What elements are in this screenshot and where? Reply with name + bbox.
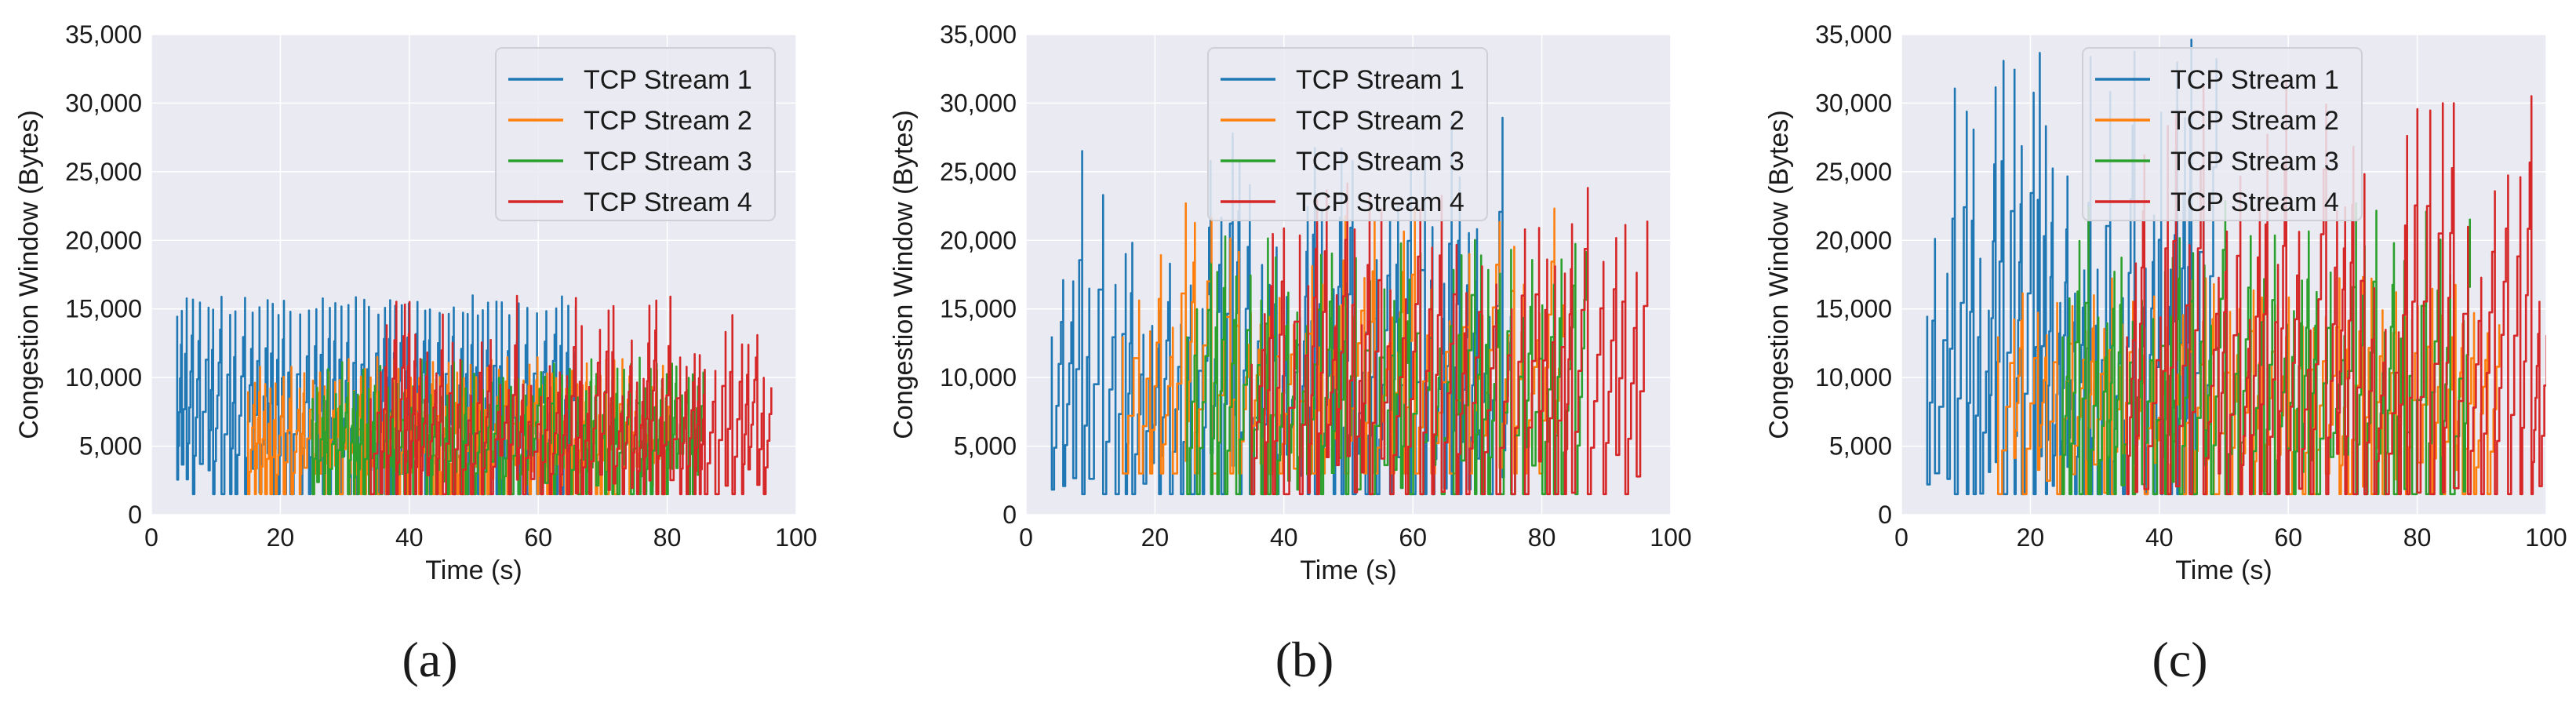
legend-label-4: TCP Stream 4 bbox=[1296, 188, 1464, 217]
y-axis-label: Congestion Window (Bytes) bbox=[1764, 110, 1794, 439]
y-tick-label: 15,000 bbox=[940, 295, 1017, 323]
y-tick-label: 35,000 bbox=[940, 20, 1017, 49]
y-tick-label: 10,000 bbox=[65, 363, 142, 392]
y-axis-label: Congestion Window (Bytes) bbox=[889, 110, 919, 439]
y-axis-label: Congestion Window (Bytes) bbox=[14, 110, 44, 439]
series-line-3 bbox=[2061, 200, 2471, 496]
x-tick-label: 60 bbox=[2274, 523, 2302, 552]
chart-panel-1: 0 20 40 60 80 100 0 5,000 10,000 15,000 20,000 25,0… bbox=[14, 20, 817, 687]
panel-label: (c) bbox=[2152, 632, 2207, 687]
x-tick-label: 100 bbox=[2525, 523, 2567, 552]
legend-box bbox=[2082, 47, 2363, 221]
x-axis-label: Time (s) bbox=[425, 556, 522, 585]
y-tick-label: 25,000 bbox=[65, 158, 142, 186]
legend-label-3: TCP Stream 3 bbox=[584, 147, 752, 177]
y-tick-label: 5,000 bbox=[79, 432, 142, 461]
y-tick-label: 0 bbox=[1878, 501, 1892, 529]
legend: TCP Stream 1 TCP Stream 2 TCP Stream 3 TCP … bbox=[1207, 47, 1488, 221]
series-line-4 bbox=[2126, 79, 2546, 496]
x-tick-label: 0 bbox=[1019, 523, 1033, 552]
legend-label-4: TCP Stream 4 bbox=[2170, 188, 2339, 217]
x-tick-label: 80 bbox=[2403, 523, 2432, 552]
legend-label-4: TCP Stream 4 bbox=[584, 188, 752, 217]
y-tick-label: 10,000 bbox=[1815, 363, 1892, 392]
series-line-3 bbox=[1186, 235, 1588, 496]
y-tick-label: 35,000 bbox=[65, 20, 142, 49]
legend-label-2: TCP Stream 2 bbox=[2170, 106, 2339, 136]
y-tick-label: 30,000 bbox=[940, 89, 1017, 117]
legend-label-2: TCP Stream 2 bbox=[1296, 106, 1464, 136]
x-tick-label: 80 bbox=[1528, 523, 1556, 552]
y-tick-label: 35,000 bbox=[1815, 20, 1892, 49]
x-tick-label: 20 bbox=[267, 523, 295, 552]
legend-label-3: TCP Stream 3 bbox=[1296, 147, 1464, 177]
x-tick-label: 100 bbox=[1650, 523, 1691, 552]
chart-panel-3: 0 20 40 60 80 100 0 5,000 10,000 15,000 20,000 25,0… bbox=[1764, 20, 2567, 687]
legend-box bbox=[495, 47, 776, 221]
y-tick-label: 10,000 bbox=[940, 363, 1017, 392]
y-tick-label: 30,000 bbox=[65, 89, 142, 117]
y-tick-label: 20,000 bbox=[65, 226, 142, 254]
y-tick-label: 20,000 bbox=[1815, 226, 1892, 254]
series-lines bbox=[176, 294, 773, 496]
y-tick-label: 20,000 bbox=[940, 226, 1017, 254]
series-line-2 bbox=[1122, 202, 1565, 475]
legend-label-3: TCP Stream 3 bbox=[2170, 147, 2339, 177]
legend: TCP Stream 1 TCP Stream 2 TCP Stream 3 TCP … bbox=[495, 47, 776, 221]
legend-box bbox=[1207, 47, 1488, 221]
x-axis-label: Time (s) bbox=[2175, 556, 2272, 585]
x-tick-label: 80 bbox=[653, 523, 682, 552]
y-tick-label: 15,000 bbox=[1815, 295, 1892, 323]
x-tick-label: 0 bbox=[144, 523, 158, 552]
legend-label-1: TCP Stream 1 bbox=[2170, 65, 2339, 95]
y-tick-label: 30,000 bbox=[1815, 89, 1892, 117]
x-tick-label: 60 bbox=[524, 523, 552, 552]
x-tick-label: 40 bbox=[1270, 523, 1298, 552]
legend-label-1: TCP Stream 1 bbox=[584, 65, 752, 95]
y-tick-label: 5,000 bbox=[954, 432, 1017, 461]
y-tick-label: 0 bbox=[1002, 501, 1017, 529]
x-tick-label: 20 bbox=[2017, 523, 2045, 552]
legend-label-2: TCP Stream 2 bbox=[584, 106, 752, 136]
y-tick-label: 25,000 bbox=[1815, 158, 1892, 186]
panel-label: (b) bbox=[1275, 632, 1334, 687]
panel-label: (a) bbox=[402, 632, 457, 687]
y-tick-label: 15,000 bbox=[65, 295, 142, 323]
chart-panel-2: 0 20 40 60 80 100 0 5,000 10,000 15,000 20,000 25,0… bbox=[889, 20, 1692, 687]
series-line-4 bbox=[369, 294, 773, 496]
x-tick-label: 40 bbox=[2145, 523, 2174, 552]
x-tick-label: 40 bbox=[395, 523, 424, 552]
series-lines bbox=[1050, 116, 1649, 496]
x-tick-label: 20 bbox=[1141, 523, 1170, 552]
series-lines bbox=[1926, 38, 2546, 496]
y-tick-label: 25,000 bbox=[940, 158, 1017, 186]
x-tick-label: 100 bbox=[775, 523, 817, 552]
x-tick-label: 60 bbox=[1399, 523, 1427, 552]
y-tick-label: 0 bbox=[128, 501, 142, 529]
legend-label-1: TCP Stream 1 bbox=[1296, 65, 1464, 95]
series-line-4 bbox=[1250, 182, 1649, 496]
legend: TCP Stream 1 TCP Stream 2 TCP Stream 3 TCP … bbox=[2082, 47, 2363, 221]
x-tick-label: 0 bbox=[1894, 523, 1908, 552]
y-tick-label: 5,000 bbox=[1829, 432, 1892, 461]
x-axis-label: Time (s) bbox=[1300, 556, 1396, 585]
